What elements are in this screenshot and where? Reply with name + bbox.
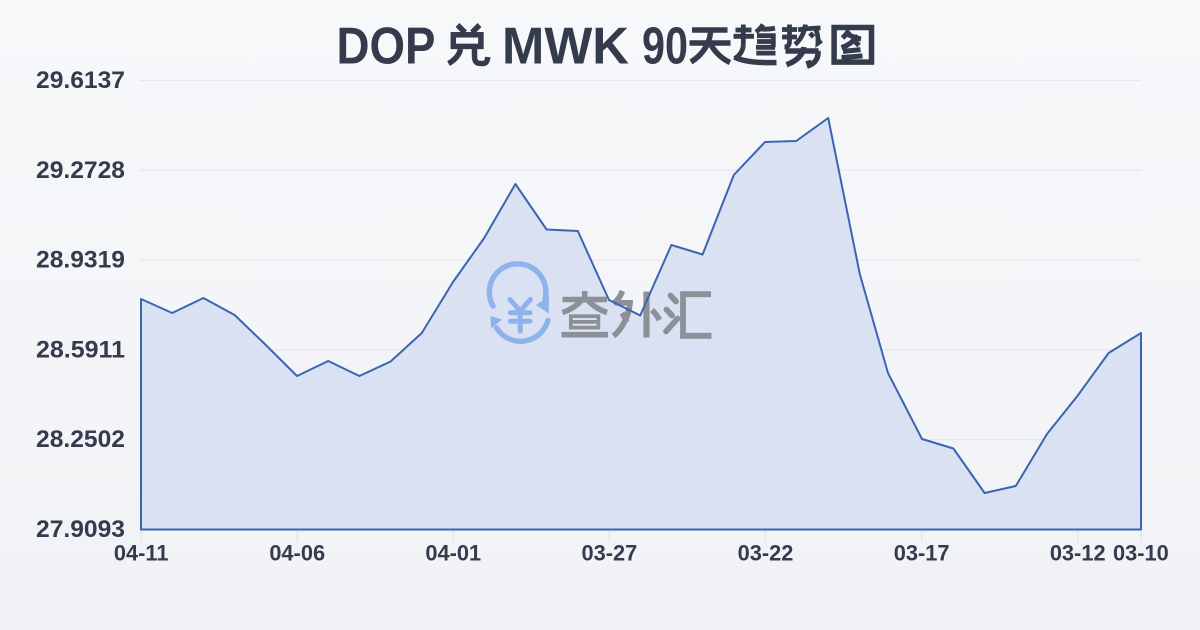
svg-text:29.6137: 29.6137	[36, 67, 125, 94]
svg-text:29.2728: 29.2728	[36, 157, 125, 184]
svg-text:90: 90	[642, 18, 688, 76]
svg-text:28.9319: 28.9319	[36, 247, 125, 274]
svg-text:DOP: DOP	[337, 18, 436, 76]
svg-text:03-12: 03-12	[1050, 541, 1106, 566]
svg-text:MWK: MWK	[502, 18, 629, 76]
svg-text:03-22: 03-22	[738, 541, 794, 566]
svg-text:28.5911: 28.5911	[36, 337, 125, 364]
svg-text:03-27: 03-27	[582, 541, 638, 566]
svg-text:28.2502: 28.2502	[36, 426, 125, 453]
svg-text:04-06: 04-06	[269, 541, 325, 566]
svg-text:04-01: 04-01	[425, 541, 481, 566]
svg-text:27.9093: 27.9093	[36, 516, 125, 543]
svg-text:04-11: 04-11	[114, 541, 169, 566]
svg-text:03-10: 03-10	[1113, 541, 1169, 566]
svg-text:03-17: 03-17	[894, 541, 950, 566]
